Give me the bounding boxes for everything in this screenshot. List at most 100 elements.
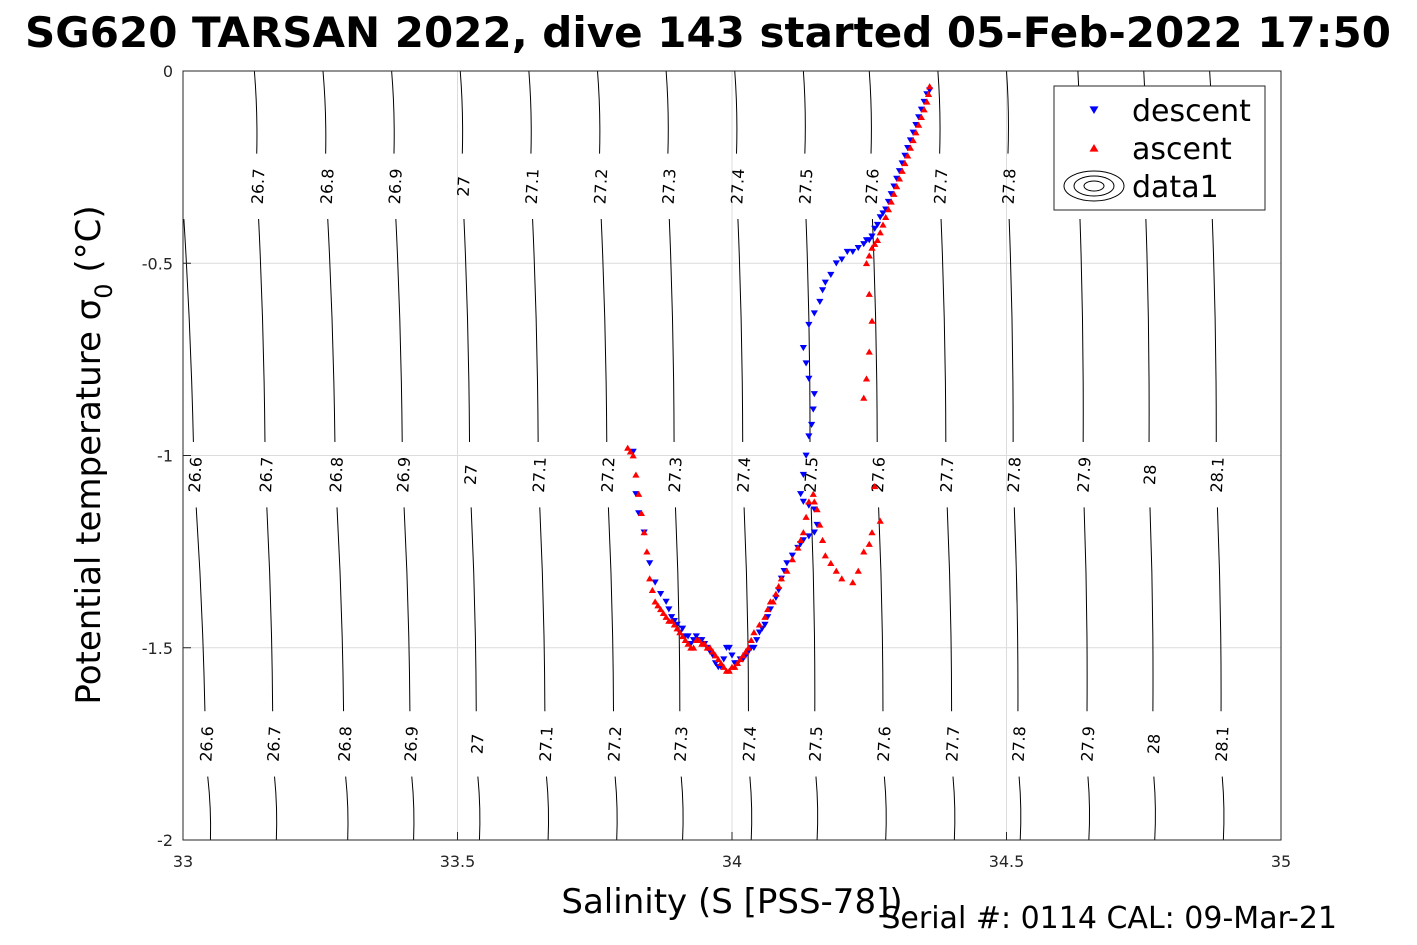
- ascent-point: [893, 183, 901, 190]
- ascent-point: [651, 598, 659, 605]
- contour-label: 27.3: [659, 168, 680, 205]
- ascent-point: [868, 529, 876, 536]
- ascent-point: [917, 113, 926, 121]
- contour-line: [868, 70, 872, 154]
- contour-line: [737, 219, 744, 443]
- contour-label: 26.8: [335, 726, 356, 763]
- contour-label: 27.2: [590, 168, 611, 205]
- contour-line: [1211, 219, 1217, 443]
- contour-label: 27.5: [805, 726, 826, 763]
- ascent-point: [924, 90, 933, 97]
- contour-label: 27.3: [671, 726, 692, 763]
- contour-line: [395, 219, 403, 443]
- ascent-point: [657, 606, 665, 613]
- contour-label: 27.9: [1078, 726, 1099, 763]
- ascent-point: [755, 621, 764, 628]
- ascent-point: [809, 490, 817, 497]
- ascent-point: [654, 602, 662, 609]
- ascent-point: [750, 629, 758, 636]
- ascent-point: [873, 236, 882, 244]
- contour-line: [546, 776, 550, 841]
- ascent-point: [709, 648, 717, 655]
- contour-line: [1153, 776, 1156, 841]
- ascent-point: [915, 121, 923, 128]
- ascent-point: [876, 517, 884, 524]
- axis-ticks: 33 33.5 34 34.5 35 0 -0.5 -1 -1.5 -2: [142, 62, 1291, 871]
- ascent-point: [646, 575, 654, 582]
- descent-point: [799, 471, 807, 478]
- descent-point: [657, 591, 665, 598]
- ascent-point: [681, 636, 689, 643]
- y-axis-label-subscript: 0: [90, 283, 118, 298]
- descent-point: [805, 533, 813, 540]
- contour-label: 27.5: [796, 168, 817, 205]
- descent-point: [722, 644, 731, 651]
- ascent-point: [648, 586, 656, 593]
- ascent-point: [920, 106, 928, 113]
- descent-point: [809, 406, 817, 413]
- ascent-point: [884, 206, 893, 213]
- ascent-point: [876, 229, 884, 236]
- contour-line: [1145, 219, 1150, 443]
- contour-label: 27.6: [868, 456, 889, 493]
- contour-line: [195, 507, 206, 712]
- contour-label: 26.7: [264, 726, 285, 763]
- contour-line: [937, 70, 941, 154]
- x-axis-label: Salinity (S [PSS-78]): [561, 882, 902, 922]
- ascent-point: [637, 509, 646, 517]
- y-tick-label: 0: [163, 62, 173, 81]
- contour-label: 28.1: [1212, 726, 1233, 763]
- contour-label: 27.6: [862, 168, 883, 205]
- legend-label: data1: [1132, 170, 1219, 205]
- descent-point: [821, 279, 829, 286]
- ascent-point: [882, 213, 890, 220]
- contour-line: [411, 776, 415, 841]
- descent-point: [843, 248, 851, 255]
- ascent-point: [684, 640, 692, 647]
- contour-line: [470, 507, 477, 712]
- contour-line: [815, 776, 819, 841]
- contour-label: 27.7: [930, 168, 951, 205]
- ascent-point: [923, 98, 931, 105]
- ascent-point: [788, 556, 796, 563]
- ascent-point: [871, 240, 879, 247]
- contour-line: [810, 507, 816, 712]
- contour-label: 26.9: [401, 726, 422, 763]
- descent-point: [802, 360, 810, 367]
- contour-line: [1087, 776, 1091, 841]
- legend-box: [1053, 85, 1266, 211]
- descent-point: [876, 214, 884, 221]
- descent-point: [799, 498, 807, 505]
- ascent-point: [662, 613, 670, 620]
- descent-point: [862, 237, 871, 244]
- descent-point: [816, 298, 824, 305]
- descent-point: [854, 244, 862, 252]
- ascent-point: [802, 513, 810, 520]
- y-axis-label-main: Potential temperature σ: [69, 299, 109, 705]
- legend-marker-contour: [1073, 175, 1115, 197]
- y-tick-label: -1.5: [142, 639, 173, 658]
- contour-label: 27.2: [598, 456, 619, 493]
- descent-point: [802, 452, 810, 459]
- ascent-point: [624, 444, 632, 451]
- ascent-point: [879, 221, 887, 228]
- descent-point: [805, 321, 813, 329]
- ascent-point: [862, 375, 871, 382]
- contour-line: [477, 776, 481, 841]
- contour-line: [1013, 507, 1019, 712]
- y-axis-label-unit: (°C): [69, 205, 109, 283]
- contour-label: 27.4: [739, 726, 760, 763]
- contour-line: [1018, 776, 1022, 841]
- descent-point: [879, 210, 887, 217]
- contour-line: [680, 776, 684, 841]
- ascent-point: [728, 663, 736, 670]
- contour-line: [403, 507, 411, 712]
- contour-line: [1008, 219, 1014, 443]
- ascent-point: [733, 659, 742, 667]
- ascent-point: [635, 490, 643, 497]
- ascent-point: [747, 636, 755, 643]
- descent-point: [818, 287, 827, 294]
- contour-line: [345, 776, 349, 841]
- contour-label: 27.8: [1009, 726, 1030, 763]
